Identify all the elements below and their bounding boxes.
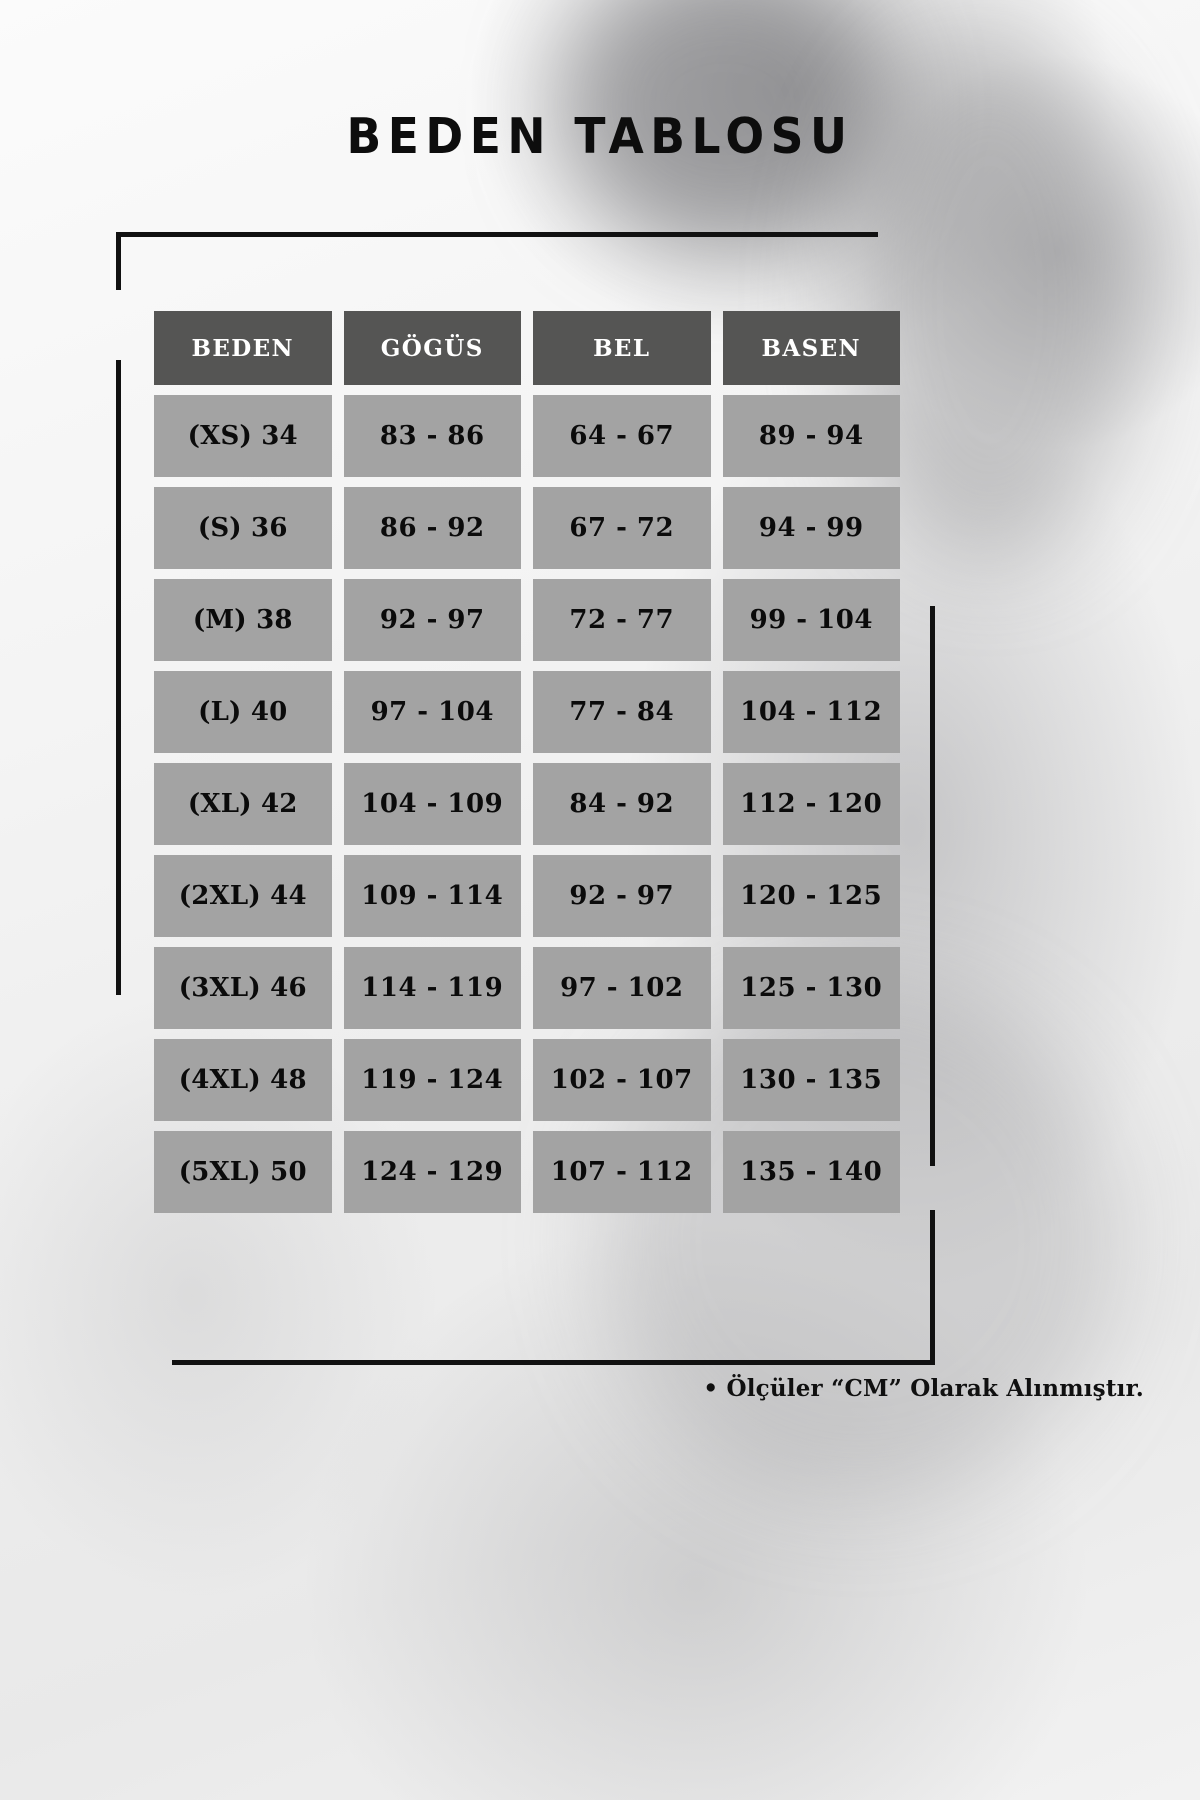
cell-gogus: 97 - 104 bbox=[343, 671, 521, 753]
size-chart-table: BEDEN GÖGÜS BEL BASEN (XS) 34 83 - 86 64… bbox=[142, 301, 912, 1223]
cell-bel: 64 - 67 bbox=[533, 395, 711, 477]
measurement-unit-note: • Ölçüler “CM” Olarak Alınmıştır. bbox=[703, 1375, 1144, 1402]
table-row: (5XL) 50 124 - 129 107 - 112 135 - 140 bbox=[154, 1131, 900, 1213]
column-header-bel: BEL bbox=[533, 311, 711, 385]
frame-rule-left-vertical bbox=[116, 360, 121, 995]
table-header: BEDEN GÖGÜS BEL BASEN bbox=[154, 311, 900, 385]
cell-beden: (XL) 42 bbox=[154, 763, 332, 845]
cell-basen: 120 - 125 bbox=[722, 855, 900, 937]
column-header-beden: BEDEN bbox=[154, 311, 332, 385]
cell-basen: 112 - 120 bbox=[722, 763, 900, 845]
cell-basen: 130 - 135 bbox=[722, 1039, 900, 1121]
table-row: (2XL) 44 109 - 114 92 - 97 120 - 125 bbox=[154, 855, 900, 937]
cell-basen: 104 - 112 bbox=[722, 671, 900, 753]
cell-basen: 94 - 99 bbox=[722, 487, 900, 569]
cell-bel: 72 - 77 bbox=[533, 579, 711, 661]
table-row: (4XL) 48 119 - 124 102 - 107 130 - 135 bbox=[154, 1039, 900, 1121]
frame-rule-right-corner bbox=[930, 1210, 935, 1365]
frame-rule-right-vertical bbox=[930, 606, 935, 1166]
cell-beden: (S) 36 bbox=[154, 487, 332, 569]
cell-gogus: 109 - 114 bbox=[343, 855, 521, 937]
cell-gogus: 92 - 97 bbox=[343, 579, 521, 661]
cell-gogus: 124 - 129 bbox=[343, 1131, 521, 1213]
cell-beden: (2XL) 44 bbox=[154, 855, 332, 937]
cell-beden: (3XL) 46 bbox=[154, 947, 332, 1029]
cell-gogus: 83 - 86 bbox=[343, 395, 521, 477]
cell-gogus: 114 - 119 bbox=[343, 947, 521, 1029]
table-row: (3XL) 46 114 - 119 97 - 102 125 - 130 bbox=[154, 947, 900, 1029]
cell-bel: 84 - 92 bbox=[533, 763, 711, 845]
cell-gogus: 86 - 92 bbox=[343, 487, 521, 569]
cell-gogus: 119 - 124 bbox=[343, 1039, 521, 1121]
frame-rule-top bbox=[116, 232, 878, 237]
column-header-gogus: GÖGÜS bbox=[343, 311, 521, 385]
table-header-row: BEDEN GÖGÜS BEL BASEN bbox=[154, 311, 900, 385]
background-silhouette-shape-top bbox=[560, 0, 890, 250]
cell-bel: 97 - 102 bbox=[533, 947, 711, 1029]
table-row: (M) 38 92 - 97 72 - 77 99 - 104 bbox=[154, 579, 900, 661]
table-row: (S) 36 86 - 92 67 - 72 94 - 99 bbox=[154, 487, 900, 569]
frame-rule-bottom bbox=[172, 1360, 934, 1365]
table-row: (XL) 42 104 - 109 84 - 92 112 - 120 bbox=[154, 763, 900, 845]
cell-basen: 125 - 130 bbox=[722, 947, 900, 1029]
cell-bel: 67 - 72 bbox=[533, 487, 711, 569]
cell-basen: 99 - 104 bbox=[722, 579, 900, 661]
cell-beden: (5XL) 50 bbox=[154, 1131, 332, 1213]
page-title: BEDEN TABLOSU bbox=[346, 108, 854, 165]
frame-rule-left-corner bbox=[116, 232, 121, 290]
cell-basen: 89 - 94 bbox=[722, 395, 900, 477]
table-row: (XS) 34 83 - 86 64 - 67 89 - 94 bbox=[154, 395, 900, 477]
cell-beden: (4XL) 48 bbox=[154, 1039, 332, 1121]
cell-bel: 92 - 97 bbox=[533, 855, 711, 937]
cell-bel: 77 - 84 bbox=[533, 671, 711, 753]
column-header-basen: BASEN bbox=[722, 311, 900, 385]
cell-beden: (L) 40 bbox=[154, 671, 332, 753]
cell-basen: 135 - 140 bbox=[722, 1131, 900, 1213]
cell-bel: 107 - 112 bbox=[533, 1131, 711, 1213]
table-row: (L) 40 97 - 104 77 - 84 104 - 112 bbox=[154, 671, 900, 753]
cell-bel: 102 - 107 bbox=[533, 1039, 711, 1121]
cell-gogus: 104 - 109 bbox=[343, 763, 521, 845]
cell-beden: (M) 38 bbox=[154, 579, 332, 661]
cell-beden: (XS) 34 bbox=[154, 395, 332, 477]
table-body: (XS) 34 83 - 86 64 - 67 89 - 94 (S) 36 8… bbox=[154, 395, 900, 1213]
